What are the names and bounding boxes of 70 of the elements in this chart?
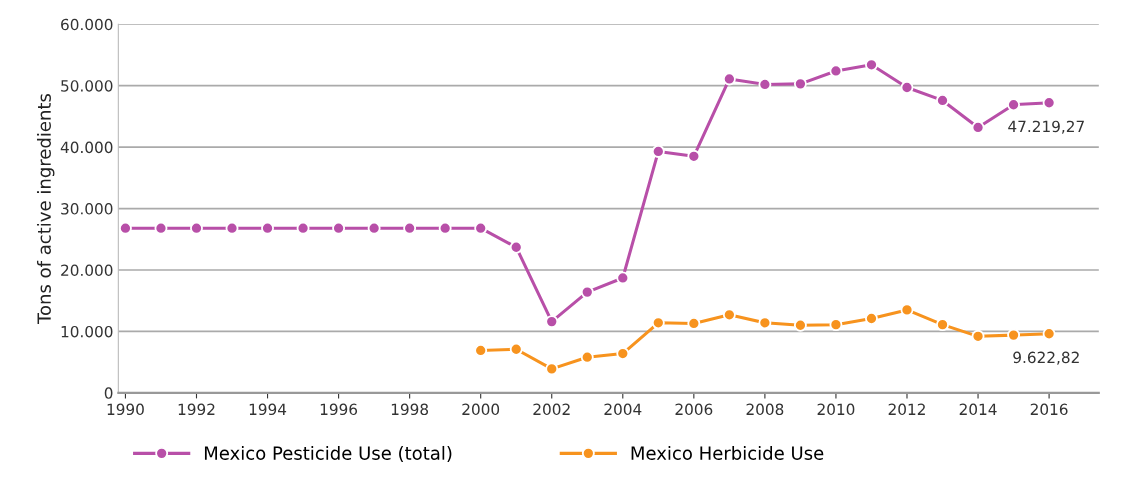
point xyxy=(829,318,843,332)
point xyxy=(793,77,807,91)
x-tick-label: 2000 xyxy=(462,403,500,416)
y-tick-label: 60.000 xyxy=(61,18,113,31)
point xyxy=(758,316,772,330)
point xyxy=(829,64,843,78)
legend-label: Mexico Herbicide Use xyxy=(631,445,824,460)
x-tick-label: 2012 xyxy=(888,403,925,416)
point xyxy=(900,303,914,317)
point xyxy=(936,93,949,107)
point xyxy=(367,221,381,235)
legend-label: Mexico Pesticide Use (total) xyxy=(204,445,452,463)
x-tick-label: 2004 xyxy=(604,403,642,416)
point xyxy=(936,318,949,332)
y-tick-label: 30.000 xyxy=(61,203,113,215)
point xyxy=(651,144,665,158)
point xyxy=(616,347,630,360)
y-axis-title: Tons of active ingredients xyxy=(36,93,55,325)
y-tick-label: 20.000 xyxy=(61,264,113,276)
point xyxy=(190,221,203,235)
point xyxy=(332,221,346,235)
point xyxy=(225,221,239,235)
point xyxy=(474,344,488,357)
x-tick-label: 1994 xyxy=(249,403,287,416)
point xyxy=(261,221,275,235)
x-tick-label: 1996 xyxy=(320,403,358,416)
point xyxy=(545,362,559,376)
point xyxy=(580,285,594,299)
x-tick-label: 1990 xyxy=(107,403,144,416)
point xyxy=(509,240,523,254)
point xyxy=(438,221,452,235)
point xyxy=(545,315,559,329)
annotation: 47.219,27 xyxy=(1008,120,1084,134)
x-tick-label: 2016 xyxy=(1030,403,1068,416)
point xyxy=(154,221,168,235)
point xyxy=(1042,96,1056,110)
point xyxy=(722,72,736,86)
x-tick-label: 1992 xyxy=(178,403,215,416)
point xyxy=(616,271,630,285)
point xyxy=(403,221,417,235)
point xyxy=(900,81,914,94)
point xyxy=(1007,98,1021,112)
point xyxy=(1007,328,1021,342)
point xyxy=(687,149,701,163)
x-tick-label: 1998 xyxy=(391,403,429,416)
point xyxy=(971,329,985,343)
point xyxy=(687,316,701,330)
point xyxy=(580,350,594,364)
annotation: 9.622,82 xyxy=(1013,351,1079,365)
x-tick-label: 2010 xyxy=(817,403,855,416)
point xyxy=(971,120,985,134)
point xyxy=(1042,327,1056,341)
point xyxy=(865,58,878,72)
x-tick-label: 2002 xyxy=(533,403,570,416)
point xyxy=(722,308,736,322)
y-tick-label: 10.000 xyxy=(61,325,113,338)
x-tick-label: 2008 xyxy=(746,403,784,416)
x-tick-label: 2014 xyxy=(959,403,997,416)
y-tick-label: 0 xyxy=(104,387,113,399)
point xyxy=(758,77,772,91)
point xyxy=(865,312,878,325)
x-tick-label: 2006 xyxy=(675,403,713,416)
point xyxy=(793,318,807,332)
point xyxy=(651,316,665,330)
point xyxy=(118,221,132,235)
y-tick-label: 50.000 xyxy=(61,80,113,92)
y-tick-label: 40.000 xyxy=(60,141,113,154)
point xyxy=(296,221,310,235)
point xyxy=(474,221,488,235)
point xyxy=(509,342,523,356)
